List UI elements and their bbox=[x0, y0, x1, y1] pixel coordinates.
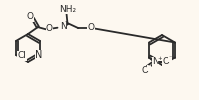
Text: O: O bbox=[46, 24, 53, 33]
Text: N: N bbox=[60, 22, 67, 31]
Text: N: N bbox=[35, 50, 43, 60]
Text: O: O bbox=[163, 57, 170, 66]
Text: NH₂: NH₂ bbox=[59, 5, 76, 14]
Text: ⁻: ⁻ bbox=[169, 56, 172, 62]
Text: O: O bbox=[142, 66, 149, 75]
Text: O: O bbox=[87, 23, 94, 32]
Text: +: + bbox=[157, 56, 163, 61]
Text: ⁻: ⁻ bbox=[148, 66, 151, 70]
Text: O: O bbox=[26, 12, 33, 22]
Text: N: N bbox=[152, 57, 159, 66]
Text: Cl: Cl bbox=[18, 52, 27, 60]
